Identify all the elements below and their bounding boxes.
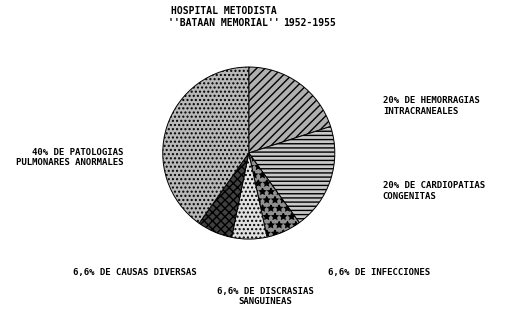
Wedge shape: [232, 153, 267, 239]
Text: HOSPITAL METODISTA
''BATAAN MEMORIAL'': HOSPITAL METODISTA ''BATAAN MEMORIAL'': [168, 7, 279, 28]
Text: 6,6% DE INFECCIONES: 6,6% DE INFECCIONES: [328, 268, 431, 277]
Wedge shape: [199, 153, 249, 237]
Wedge shape: [163, 67, 249, 223]
Wedge shape: [249, 67, 331, 153]
Text: 6,6% DE CAUSAS DIVERSAS: 6,6% DE CAUSAS DIVERSAS: [73, 268, 196, 277]
Text: 6,6% DE DISCRASIAS
SANGUINEAS: 6,6% DE DISCRASIAS SANGUINEAS: [217, 287, 314, 306]
Text: 20% DE CARDIOPATIAS
CONGENITAS: 20% DE CARDIOPATIAS CONGENITAS: [383, 181, 485, 201]
Text: 20% DE HEMORRAGIAS
INTRACRANEALES: 20% DE HEMORRAGIAS INTRACRANEALES: [383, 96, 480, 116]
Text: 40% DE PATOLOGIAS
PULMONARES ANORMALES: 40% DE PATOLOGIAS PULMONARES ANORMALES: [16, 148, 124, 167]
Text: 1952-1955: 1952-1955: [283, 18, 336, 28]
Wedge shape: [249, 126, 335, 223]
Wedge shape: [249, 153, 299, 237]
